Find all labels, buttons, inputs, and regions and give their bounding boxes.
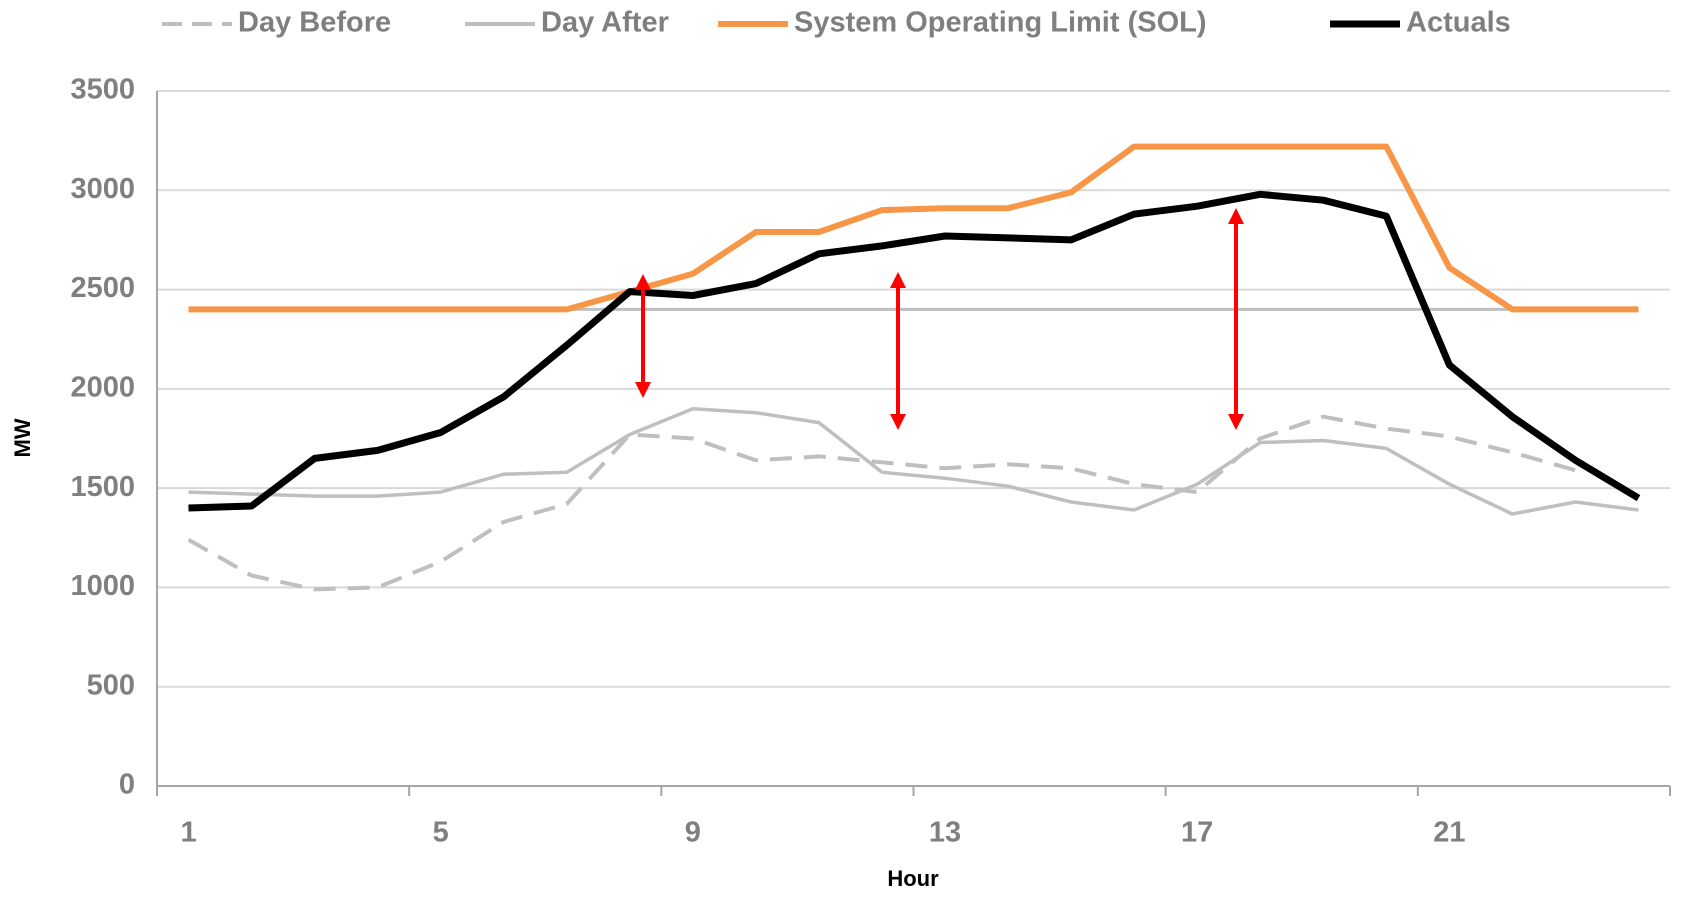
y-axis-title: MW	[10, 418, 35, 457]
y-tick-label: 1500	[70, 471, 135, 503]
x-tick-label: 13	[929, 817, 961, 849]
series-line	[188, 143, 1639, 313]
y-tick-label: 500	[87, 669, 135, 701]
annotation-arrows	[635, 208, 1244, 430]
x-tick-label: 5	[433, 817, 449, 849]
legend-label: Actuals	[1406, 7, 1511, 39]
x-tick-label: 21	[1433, 817, 1465, 849]
series-line	[188, 406, 1639, 516]
y-tick-label: 1000	[70, 570, 135, 602]
x-tick-label: 17	[1181, 817, 1213, 849]
series-line	[187, 414, 1576, 592]
legend-label: Day Before	[238, 7, 391, 39]
x-axis-title: Hour	[887, 866, 939, 891]
y-tick-label: 3500	[70, 74, 135, 106]
y-tick-label: 0	[119, 769, 135, 801]
y-tick-label: 2000	[70, 372, 135, 404]
legend-label: Day After	[541, 7, 669, 39]
x-tick-label: 9	[685, 817, 701, 849]
legend-label: System Operating Limit (SOL)	[794, 7, 1207, 39]
y-tick-label: 2500	[70, 272, 135, 304]
series-line	[188, 190, 1641, 512]
y-tick-label: 3000	[70, 173, 135, 205]
grid	[156, 90, 1671, 796]
lines	[187, 143, 1641, 592]
x-tick-label: 1	[180, 817, 196, 849]
